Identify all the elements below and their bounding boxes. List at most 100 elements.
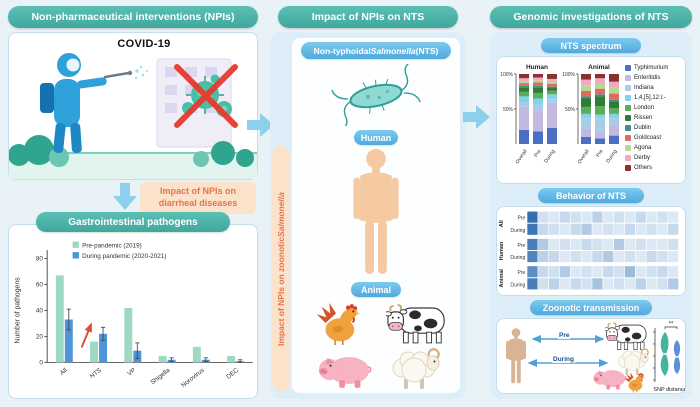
stack-segment [547, 83, 557, 87]
gi-bar-chart: 0 20 40 60 80 Number of pathogens All NTS VP Shig… [15, 241, 253, 389]
svg-text:50%: 50% [565, 107, 576, 113]
stack-segment [581, 90, 591, 97]
stack-segment [547, 127, 557, 144]
svg-text:Pre: Pre [595, 149, 605, 159]
svg-text:Human: Human [526, 64, 548, 71]
stack-segment [595, 106, 605, 115]
stack-segment [595, 83, 605, 89]
heatmap-cell [538, 278, 549, 290]
heatmap-cell [538, 223, 549, 235]
heatmap-cell [624, 223, 636, 235]
svg-text:Pre: Pre [517, 243, 525, 249]
heatmap-cell [527, 278, 538, 290]
heatmap-cell [624, 238, 636, 250]
bar [192, 346, 201, 363]
spectrum-legend: Typhimurium Enteritidis Indiana 1,4,[5],12:… [625, 63, 683, 173]
gi-chart-box: 0 20 40 60 80 Number of pathogens All NTS VP Shig… [8, 224, 258, 399]
heatmap-cell [527, 223, 538, 235]
svg-text:Pre-pandemic (2019): Pre-pandemic (2019) [82, 242, 142, 249]
stack-segment [519, 85, 529, 88]
stack-segment [581, 128, 591, 137]
heatmap-cell [668, 211, 679, 223]
heatmap-cell [613, 266, 625, 278]
heatmap-cell [624, 211, 636, 223]
right-panel: NTS spectrum Human 100% 50% Overall Pre Durin… [490, 32, 692, 399]
heatmap-cell [646, 251, 657, 263]
npi-impact-note: Impact of NPIs on diarrheal diseases [140, 182, 256, 214]
nts-label-suffix: (NTS) [415, 45, 439, 56]
heatmap-cell [646, 211, 657, 223]
stack-segment [595, 74, 605, 79]
sprayer-illustration [8, 53, 257, 179]
significance-label: ** [669, 322, 674, 328]
sprayer-person [40, 53, 149, 154]
svg-text:During: During [510, 282, 525, 288]
stack-segment [533, 82, 543, 86]
spectrum-box: Human 100% 50% Overall Pre During Animal 100% 50… [496, 56, 686, 184]
heatmap-cell [635, 278, 646, 290]
heatmap-cell [559, 223, 571, 235]
pig-icon-small [593, 365, 627, 391]
heatmap-cell [570, 223, 581, 235]
svg-text:60: 60 [36, 282, 44, 289]
heatmap-cell [668, 266, 679, 278]
heatmap-cell [624, 251, 636, 263]
heatmap-cell [559, 278, 571, 290]
salmonella-bacteria-icon [331, 64, 421, 126]
heatmap-cell [559, 251, 571, 263]
stack-segment [595, 78, 605, 84]
behavior-title: Behavior of NTS [538, 188, 644, 203]
stack-segment [533, 104, 543, 111]
heatmap-cell [548, 278, 560, 290]
svg-text:Shigella: Shigella [149, 367, 171, 387]
stack-segment [547, 102, 557, 128]
heatmap-cell [592, 278, 603, 290]
heatmap-cell [624, 266, 636, 278]
heatmap-cell [548, 211, 560, 223]
heatmap-cell [527, 266, 538, 278]
middle-panel: Impact of NPIs on zoonotic Salmonella No… [270, 32, 466, 399]
human-silhouette-small [503, 327, 529, 385]
svg-text:Animal: Animal [588, 64, 610, 71]
heatmap-cell [613, 278, 625, 290]
svg-text:Norovirus: Norovirus [180, 367, 206, 389]
heatmap-cell [668, 223, 679, 235]
heatmap-cell [635, 238, 646, 250]
zoonotic-impact-note: Impact of NPIs on zoonotic Salmonella [272, 146, 290, 392]
stack-segment [595, 96, 605, 107]
stack-segment [609, 108, 619, 114]
stack-segment [519, 83, 529, 86]
snp-distance-label: SNP distance [653, 387, 685, 393]
stack-segment [581, 96, 591, 99]
legend-item: Rissen [625, 113, 683, 123]
heatmap-cell [624, 278, 636, 290]
legend-item: Enteritidis [625, 73, 683, 83]
stack-segment [609, 93, 619, 100]
legend-item: Agona [625, 143, 683, 153]
heatmap-cell [548, 251, 560, 263]
stack-segment [609, 113, 619, 119]
heatmap-cell [668, 238, 679, 250]
heatmap-cell [603, 238, 614, 250]
sheep-icon [386, 346, 442, 392]
svg-text:Human: Human [499, 241, 505, 260]
nts-label-italic: Salmonella [370, 45, 416, 56]
right-panel-title: Genomic investigations of NTS [490, 6, 692, 28]
heatmap-cell [635, 223, 646, 235]
svg-text:40: 40 [36, 308, 44, 315]
heatmap-cell [570, 211, 581, 223]
legend-item: Typhimurium [625, 63, 683, 73]
pre-arrow-label: Pre [557, 332, 572, 339]
heatmap-cell [603, 211, 614, 223]
heatmap-cell [635, 266, 646, 278]
heatmap-cell [592, 251, 603, 263]
heatmap-cell [613, 238, 625, 250]
side-note-italic: Salmonella [276, 192, 286, 237]
bushes [8, 135, 254, 167]
stack-segment [581, 106, 591, 114]
stack-segment [519, 102, 529, 107]
heatmap-cell [592, 211, 603, 223]
stack-segment [533, 131, 543, 144]
stack-segment [533, 77, 543, 81]
pig-icon [318, 350, 372, 389]
